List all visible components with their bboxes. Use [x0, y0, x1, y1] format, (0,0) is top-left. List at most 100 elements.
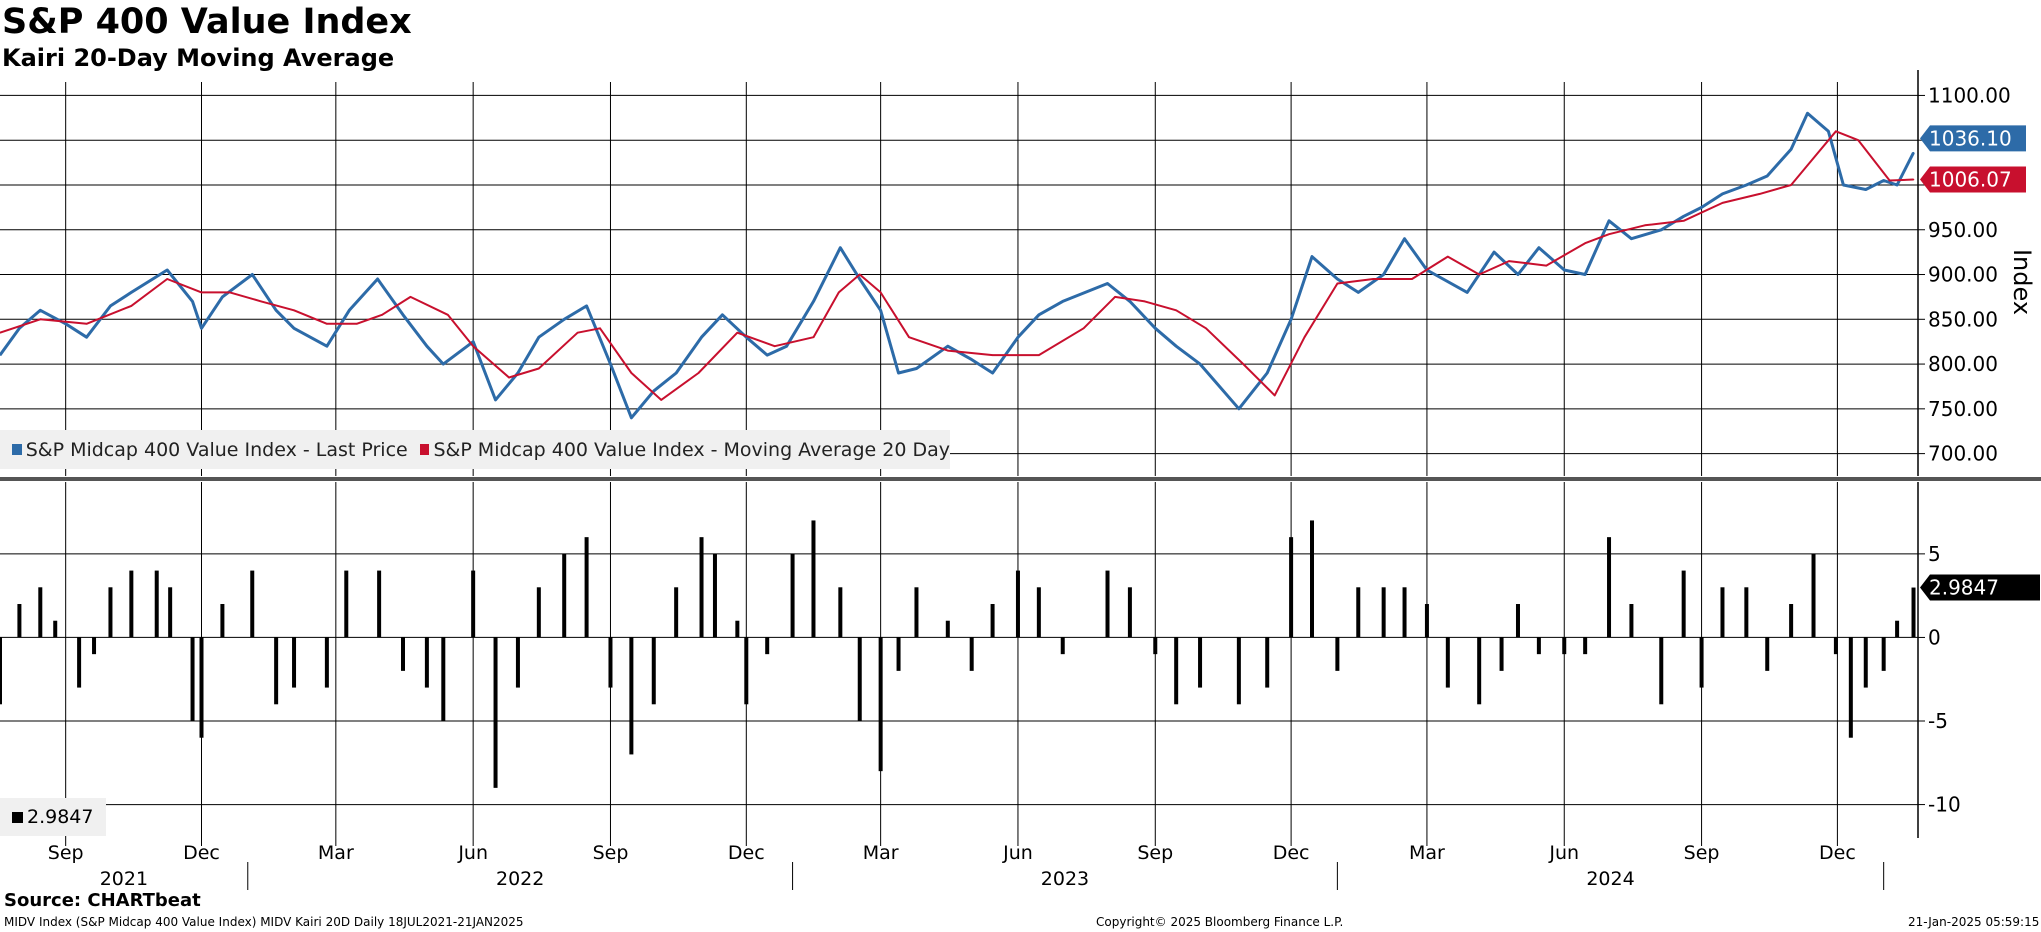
kairi-last-flag: [1920, 574, 2040, 601]
price-series-1-point-15: [508, 376, 510, 379]
price-series-1-point-45: [1508, 260, 1510, 262]
price-series-0-point-50: [1175, 345, 1177, 347]
kairi-bar-17: [344, 570, 349, 638]
price-series-1-point-24: [812, 336, 815, 339]
price-ytick-label-1: 750.00: [1928, 397, 1998, 421]
kairi-bar-16: [324, 637, 329, 688]
kairi-bar-72: [1629, 604, 1634, 638]
price-series-1-point-18: [599, 327, 601, 330]
price-series-1-point-20: [660, 399, 663, 401]
price-series-1-point-22: [736, 331, 739, 334]
price-series-1-point-30: [991, 354, 994, 356]
panel-separator: [0, 477, 2041, 481]
price-series-0-point-25: [585, 305, 588, 307]
timestamp: 21-Jan-2025 05:59:15: [1908, 915, 2040, 929]
kairi-bar-69: [1562, 637, 1567, 655]
kairi-bar-26: [562, 553, 567, 638]
kairi-legend: 2.9847: [0, 798, 106, 836]
price-series-0-point-11: [251, 273, 254, 276]
kairi-bar-1: [17, 604, 22, 638]
kairi-bar-24: [515, 637, 520, 688]
kairi-bar-50: [1105, 570, 1110, 638]
kairi-bar-62: [1402, 587, 1407, 638]
price-series-0-point-54: [1290, 318, 1292, 321]
month-label-6: Mar: [863, 842, 899, 864]
kairi-bar-80: [1811, 553, 1816, 638]
kairi-bar-2: [38, 587, 43, 638]
kairi-bar-36: [765, 637, 770, 655]
price-series-1-point-52: [1758, 193, 1761, 195]
month-label-7: Jun: [1002, 842, 1033, 864]
kairi-bar-22: [471, 570, 476, 638]
ma-legend-swatch: [419, 444, 430, 455]
kairi-bar-76: [1720, 587, 1725, 638]
kairi-bar-30: [651, 637, 656, 705]
price-series-1-point-33: [1114, 296, 1116, 298]
price-series-0-point-61: [1466, 291, 1469, 294]
price-series-1-point-34: [1144, 300, 1146, 303]
price-series-1-point-32: [1082, 327, 1085, 330]
price-series-line-0: [0, 111, 1915, 420]
kairi-bar-60: [1356, 587, 1361, 638]
price-series-0-point-57: [1357, 291, 1360, 294]
kairi-bar-71: [1607, 537, 1612, 638]
price-series-1-point-53: [1790, 184, 1792, 186]
price-series-1-last-flag: [1920, 166, 2026, 193]
price-series-0-point-34: [785, 345, 788, 347]
kairi-bar-77: [1744, 587, 1749, 638]
kairi-bar-63: [1424, 604, 1429, 638]
kairi-bar-27: [584, 537, 589, 638]
price-series-1-point-29: [947, 349, 949, 352]
price-series-0-point-63: [1517, 273, 1519, 276]
price-series-0-point-20: [472, 340, 474, 343]
price-series-1-point-50: [1682, 219, 1685, 222]
price-series-0-point-68: [1630, 237, 1633, 240]
price-series-0-point-13: [293, 327, 295, 330]
month-label-4: Sep: [593, 842, 629, 864]
kairi-bar-43: [914, 587, 919, 638]
kairi-bar-49: [1060, 637, 1065, 655]
kairi-bar-5: [92, 637, 97, 655]
price-series-0-point-65: [1563, 269, 1566, 271]
price-series-1-point-14: [472, 345, 474, 347]
price-series-1-point-54: [1812, 157, 1815, 159]
price-series-1-point-8: [293, 309, 295, 312]
kairi-bar-56: [1265, 637, 1270, 688]
price-series-line-1: [0, 130, 1914, 401]
price-series-0-point-17: [402, 314, 404, 316]
price-series-0-point-10: [221, 296, 224, 298]
price-series-1-point-0: [0, 331, 1, 334]
price-series-1-point-39: [1303, 336, 1306, 339]
price-series-1-point-17: [576, 331, 579, 334]
price-series-0-point-56: [1336, 278, 1339, 280]
price-series-0-point-74: [1766, 175, 1769, 177]
kairi-bar-44: [945, 620, 950, 638]
price-series-0-point-5: [109, 305, 112, 307]
price-series-1-point-35: [1175, 309, 1177, 312]
kairi-bar-47: [1015, 570, 1020, 638]
source-note: Source: CHARTbeat: [4, 890, 201, 911]
price-series-1-point-42: [1411, 278, 1413, 280]
price-series-1-point-51: [1721, 202, 1724, 204]
kairi-bar-33: [712, 553, 717, 638]
price-series-1-point-21: [697, 372, 700, 374]
kairi-bar-57: [1289, 537, 1294, 638]
kairi-bar-51: [1127, 587, 1132, 638]
price-series-1-point-44: [1478, 273, 1480, 276]
month-label-13: Dec: [1819, 842, 1856, 864]
kairi-bar-41: [878, 637, 883, 772]
month-label-1: Dec: [183, 842, 220, 864]
kairi-bar-29: [629, 637, 634, 755]
ticker-line: MIDV Index (S&P Midcap 400 Value Index) …: [4, 915, 524, 929]
kairi-bar-53: [1174, 637, 1179, 705]
price-series-0-point-28: [652, 390, 655, 392]
price-series-0-point-39: [897, 372, 900, 374]
copyright-note: Copyright© 2025 Bloomberg Finance L.P.: [1096, 915, 1344, 929]
chart-title: S&P 400 Value Index: [2, 2, 412, 42]
kairi-bar-75: [1699, 637, 1704, 688]
price-series-1-point-4: [166, 278, 168, 280]
price-ytick-label-2: 800.00: [1928, 352, 1998, 376]
kairi-bar-70: [1583, 637, 1588, 655]
price-series-0-point-31: [721, 314, 724, 316]
price-ytick-label-0: 700.00: [1928, 442, 1998, 466]
